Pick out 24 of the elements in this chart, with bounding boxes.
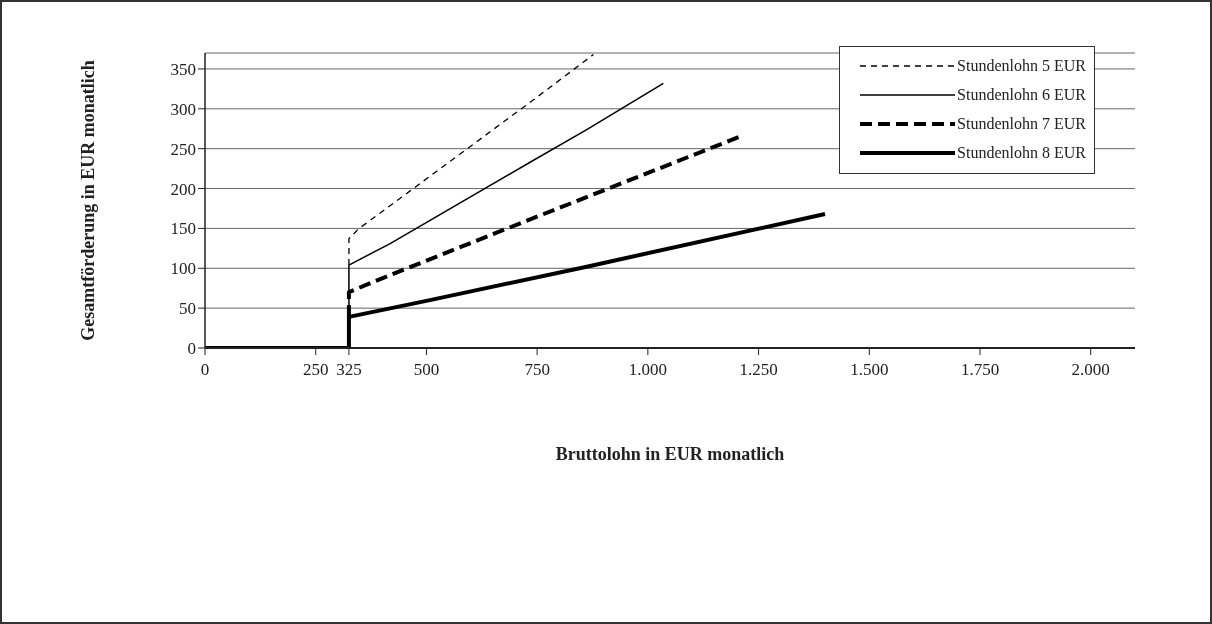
x-tick-label: 750 <box>524 360 550 379</box>
text: Stundenlohn 8 EUR <box>957 143 1086 161</box>
y-tick-label: 100 <box>170 259 196 279</box>
x-tick-label: 250 <box>302 360 329 379</box>
y-tick-label: 0 <box>187 339 196 359</box>
y-tick-label: 300 <box>170 99 196 119</box>
x-tick-label: 1.500 <box>850 360 889 379</box>
x-tick-label: 1.250 <box>739 360 778 379</box>
x-tick-label: 1.000 <box>628 360 667 379</box>
y-tick-label: 350 <box>170 59 196 79</box>
x-tick-label: 325 <box>336 360 362 379</box>
x-tick-label: 500 <box>413 360 440 379</box>
x-tick-label: 1.750 <box>960 360 1000 379</box>
y-tick-label: 200 <box>170 179 196 199</box>
y-tick-label: 150 <box>170 219 196 239</box>
y-tick-label: 250 <box>170 139 196 159</box>
x-tick-label: 0 <box>200 360 210 379</box>
text: Stundenlohn 7 EUR <box>957 114 1086 132</box>
text: Stundenlohn 5 EUR <box>957 56 1086 74</box>
x-tick-label: 2.000 <box>1071 360 1110 379</box>
text: Stundenlohn 6 EUR <box>957 85 1086 103</box>
x-axis-title: Bruttolohn in EUR monatlich <box>555 444 785 464</box>
y-axis-title: Gesamtförderung in EUR monatlich <box>78 60 99 341</box>
y-tick-label: 50 <box>179 299 196 319</box>
